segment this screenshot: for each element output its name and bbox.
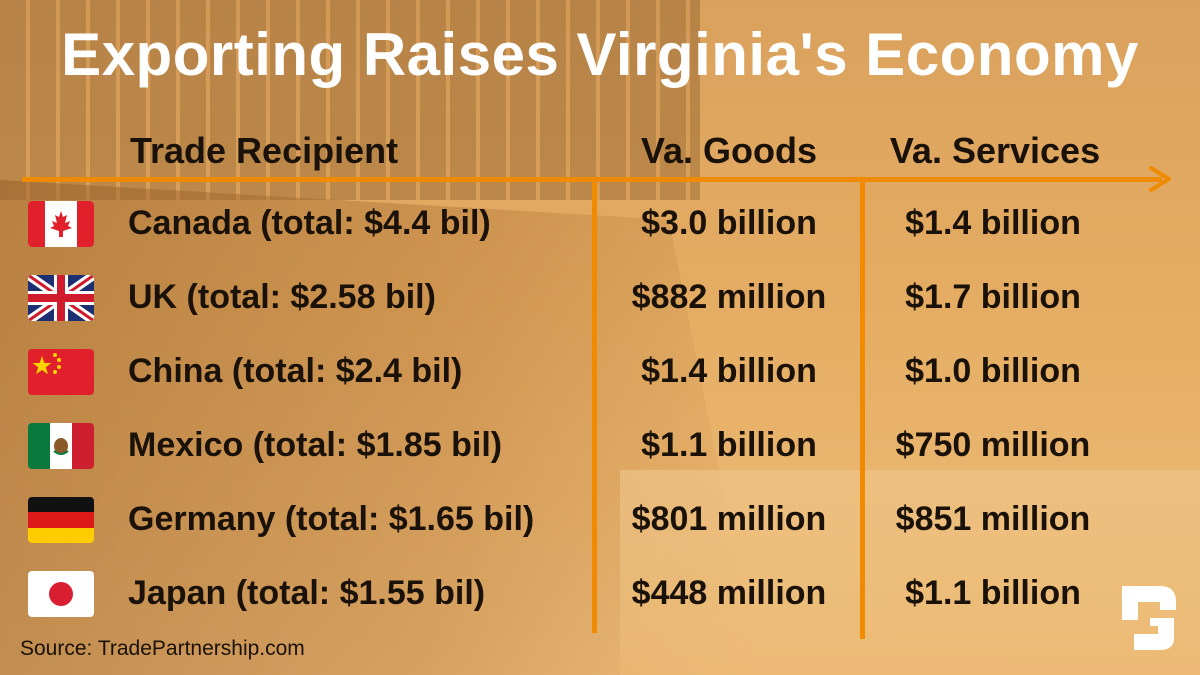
column-divider-goods — [592, 177, 597, 633]
country-label: Germany (total: $1.65 bil) — [128, 500, 535, 538]
table-row: Japan (total: $1.55 bil) $448 million $1… — [0, 566, 1200, 626]
page-title: Exporting Raises Virginia's Economy — [61, 21, 1139, 88]
canada-flag-icon — [28, 201, 94, 247]
goods-value: $448 million — [631, 574, 827, 612]
column-divider-services — [860, 177, 865, 639]
goods-value: $3.0 billion — [641, 204, 817, 242]
source-caption: Source: TradePartnership.com — [20, 637, 305, 660]
goods-value: $882 million — [631, 278, 827, 316]
uk-flag-icon — [28, 275, 94, 321]
goods-value: $1.4 billion — [641, 352, 817, 390]
services-value: $750 million — [895, 426, 1091, 464]
arrow-right-icon — [1149, 166, 1171, 192]
country-label: Canada (total: $4.4 bil) — [128, 204, 491, 242]
services-value: $1.1 billion — [905, 574, 1081, 612]
container-stacks — [0, 0, 700, 200]
goods-value: $1.1 billion — [641, 426, 817, 464]
country-label: Mexico (total: $1.85 bil) — [128, 426, 503, 464]
country-label: UK (total: $2.58 bil) — [128, 278, 436, 316]
table-row: China (total: $2.4 bil) $1.4 billion $1.… — [0, 344, 1200, 404]
header-trade-recipient: Trade Recipient — [130, 130, 399, 171]
services-value: $1.4 billion — [905, 204, 1081, 242]
header-va-goods: Va. Goods — [640, 130, 818, 171]
goods-value: $801 million — [631, 500, 827, 538]
country-label: China (total: $2.4 bil) — [128, 352, 463, 390]
country-label: Japan (total: $1.55 bil) — [128, 574, 486, 612]
table-row: Germany (total: $1.65 bil) $801 million … — [0, 492, 1200, 552]
header-va-services: Va. Services — [889, 130, 1101, 171]
services-value: $851 million — [895, 500, 1091, 538]
brand-logo-icon — [1122, 586, 1176, 650]
china-flag-icon — [28, 349, 94, 395]
mexico-flag-icon — [28, 423, 94, 469]
japan-flag-icon — [28, 571, 94, 617]
services-value: $1.7 billion — [905, 278, 1081, 316]
table-row: UK (total: $2.58 bil) $882 million $1.7 … — [0, 270, 1200, 330]
table-row: Mexico (total: $1.85 bil) $1.1 billion $… — [0, 418, 1200, 478]
sea — [620, 470, 1200, 675]
germany-flag-icon — [28, 497, 94, 543]
table-row: Canada (total: $4.4 bil) $3.0 billion $1… — [0, 196, 1200, 256]
services-value: $1.0 billion — [905, 352, 1081, 390]
